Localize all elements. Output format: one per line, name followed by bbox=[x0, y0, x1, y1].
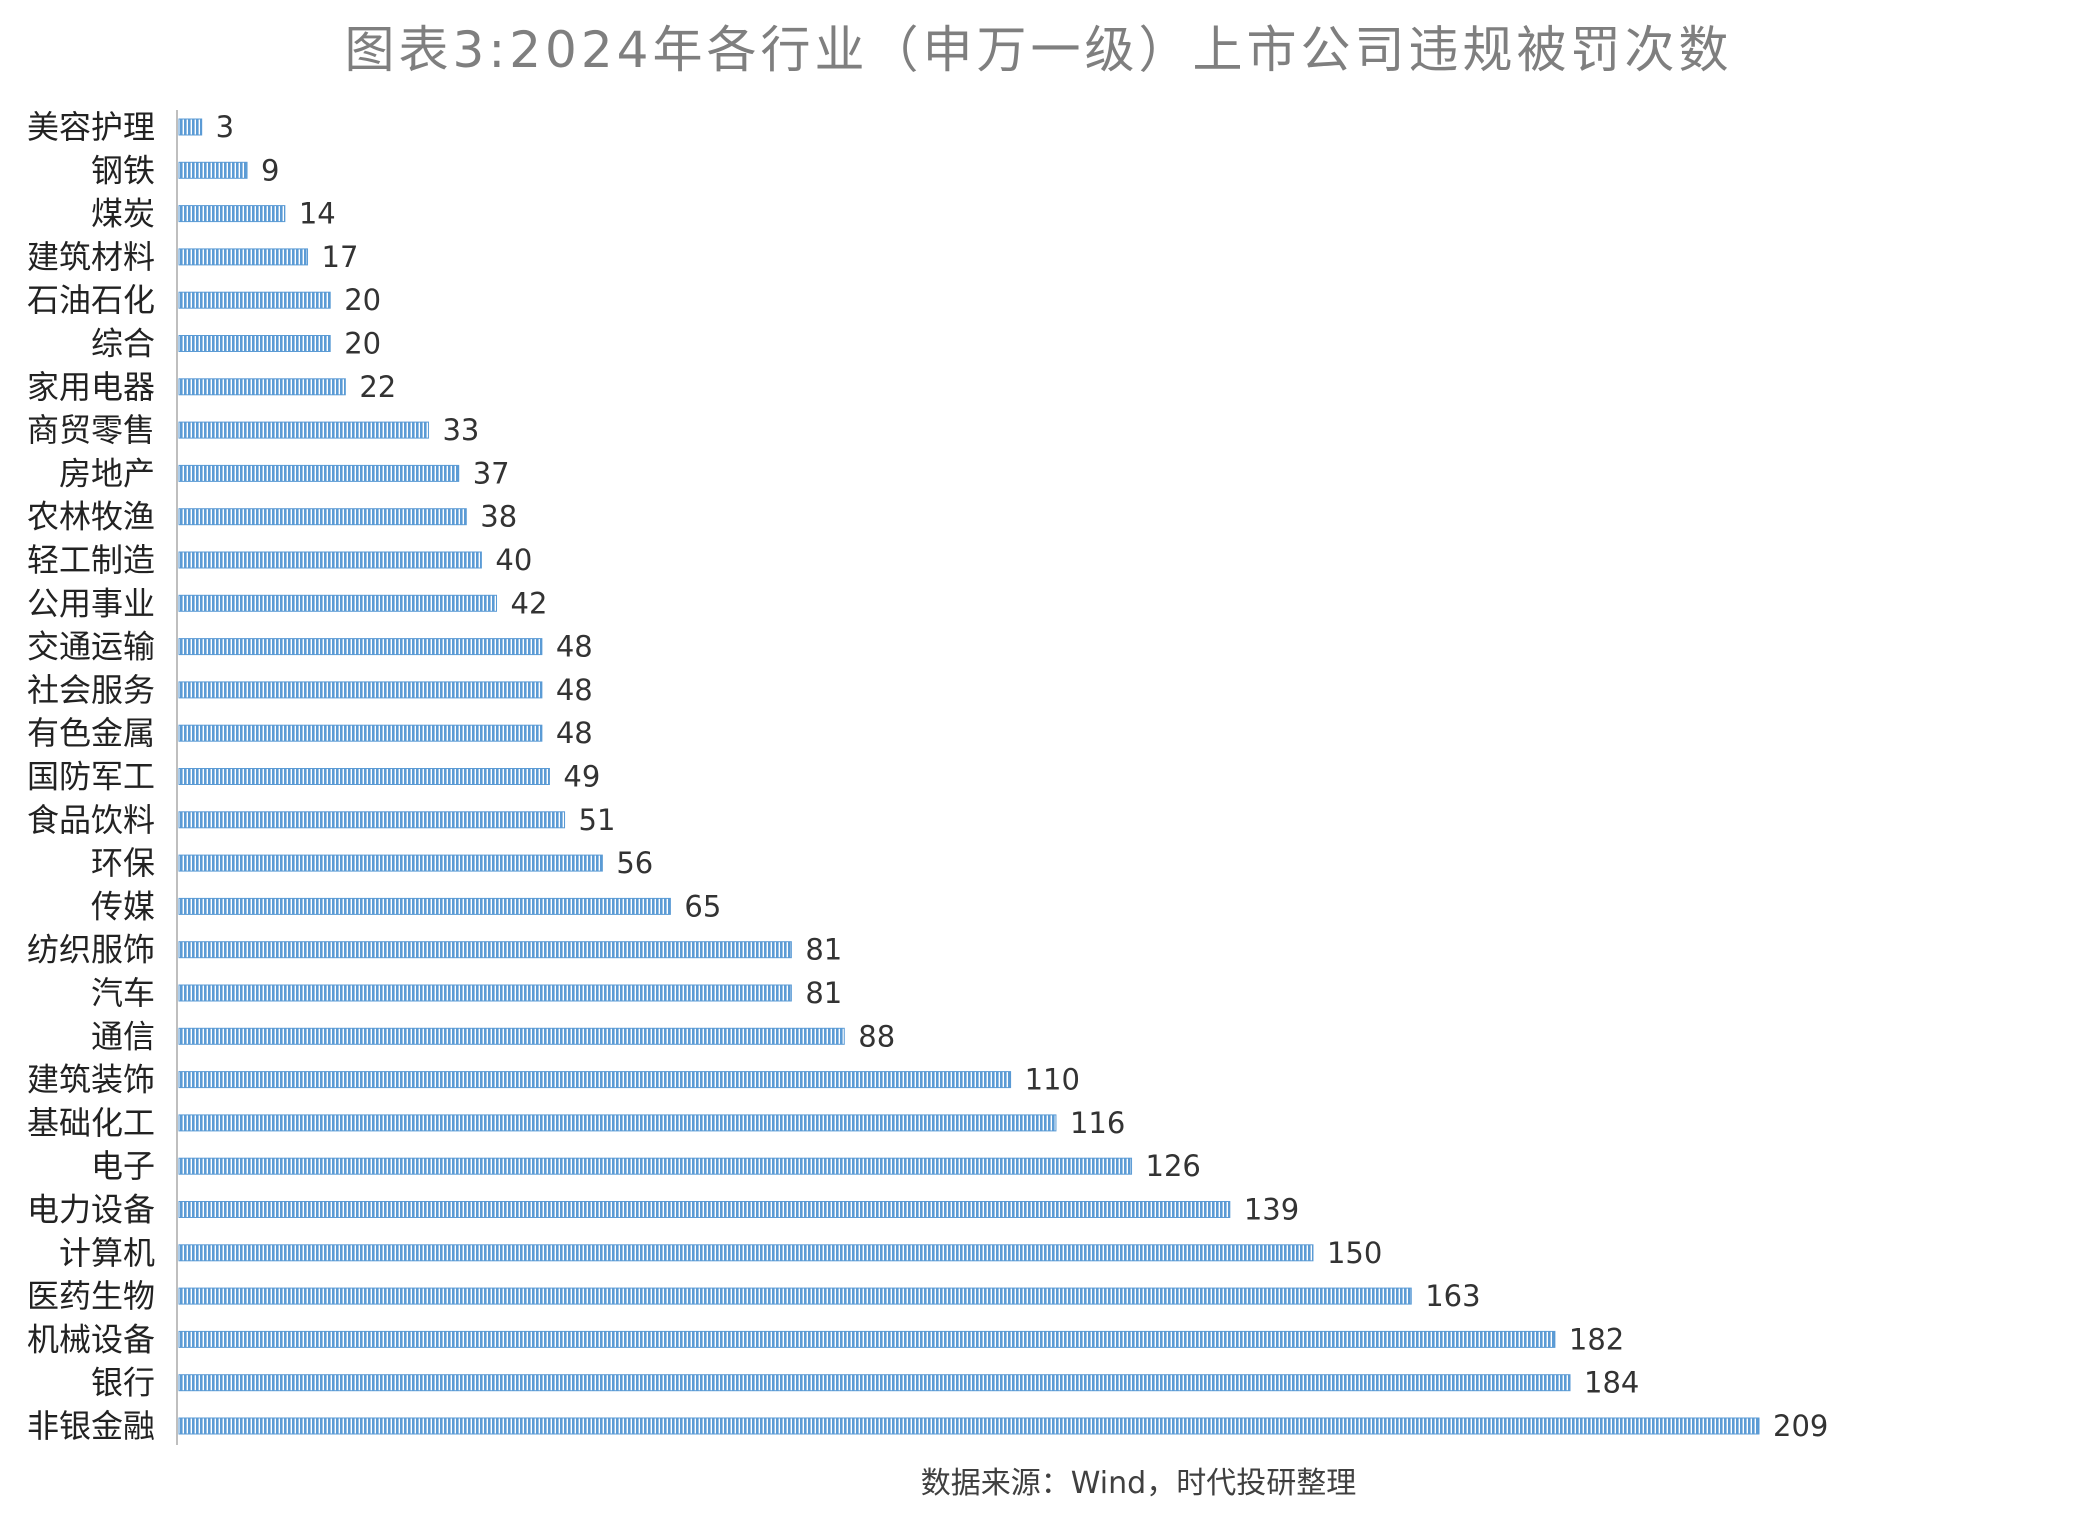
category-label: 电子 bbox=[91, 1147, 155, 1185]
value-label: 81 bbox=[805, 976, 842, 1010]
bar bbox=[178, 724, 543, 742]
bar bbox=[178, 335, 331, 352]
bar bbox=[178, 508, 467, 526]
bar bbox=[178, 638, 543, 656]
category-label: 家用电器 bbox=[27, 368, 155, 406]
category-label: 美容护理 bbox=[27, 108, 155, 146]
category-label: 银行 bbox=[91, 1364, 155, 1402]
category-label: 轻工制造 bbox=[27, 541, 155, 579]
category-label: 纺织服饰 bbox=[27, 931, 155, 969]
value-label: 14 bbox=[299, 197, 336, 231]
value-label: 88 bbox=[858, 1019, 895, 1053]
value-label: 48 bbox=[556, 673, 593, 707]
bar bbox=[178, 248, 309, 266]
category-label: 社会服务 bbox=[27, 671, 155, 709]
bar bbox=[178, 854, 603, 872]
value-label: 22 bbox=[359, 370, 396, 404]
value-label: 49 bbox=[563, 760, 600, 794]
value-label: 139 bbox=[1244, 1193, 1299, 1227]
bar bbox=[178, 464, 460, 482]
category-label: 国防军工 bbox=[27, 758, 155, 796]
bar bbox=[178, 1157, 1133, 1175]
bar bbox=[178, 1244, 1314, 1262]
bar bbox=[178, 1201, 1231, 1218]
bar bbox=[178, 1114, 1057, 1132]
value-label: 48 bbox=[556, 716, 593, 750]
category-label: 机械设备 bbox=[27, 1320, 155, 1358]
value-label: 3 bbox=[216, 110, 234, 144]
category-label: 传媒 bbox=[91, 887, 155, 925]
value-label: 126 bbox=[1146, 1149, 1201, 1183]
value-label: 20 bbox=[344, 327, 381, 361]
value-label: 110 bbox=[1025, 1063, 1080, 1097]
category-label: 农林牧渔 bbox=[27, 498, 155, 536]
value-label: 33 bbox=[442, 413, 479, 447]
bar bbox=[178, 421, 429, 439]
value-label: 163 bbox=[1425, 1279, 1480, 1313]
bar bbox=[178, 1330, 1556, 1348]
bar bbox=[178, 1071, 1012, 1089]
value-label: 182 bbox=[1569, 1322, 1624, 1356]
bar bbox=[178, 291, 331, 309]
bar bbox=[178, 378, 346, 396]
category-label: 煤炭 bbox=[91, 195, 155, 233]
value-label: 38 bbox=[480, 500, 517, 534]
bar bbox=[178, 768, 550, 785]
value-label: 20 bbox=[344, 283, 381, 317]
bar bbox=[178, 161, 248, 179]
category-label: 建筑装饰 bbox=[27, 1061, 155, 1099]
bar bbox=[178, 681, 543, 699]
value-label: 42 bbox=[511, 586, 548, 620]
value-label: 48 bbox=[556, 630, 593, 664]
value-label: 56 bbox=[616, 846, 653, 880]
value-label: 9 bbox=[261, 153, 279, 187]
value-label: 209 bbox=[1773, 1409, 1828, 1443]
bar bbox=[178, 1417, 1760, 1435]
category-label: 计算机 bbox=[59, 1234, 155, 1272]
category-label: 环保 bbox=[91, 844, 155, 882]
category-label: 交通运输 bbox=[27, 628, 155, 666]
category-label: 公用事业 bbox=[27, 584, 155, 622]
value-label: 17 bbox=[322, 240, 359, 274]
chart-title: 图表3:2024年各行业（申万一级）上市公司违规被罚次数 bbox=[344, 21, 1733, 79]
bar bbox=[178, 1027, 845, 1045]
category-label: 食品饮料 bbox=[27, 801, 155, 839]
source-note: 数据来源：Wind，时代投研整理 bbox=[920, 1466, 1357, 1501]
bar bbox=[178, 594, 498, 612]
bar bbox=[178, 118, 203, 136]
category-label: 非银金融 bbox=[27, 1407, 155, 1445]
bar bbox=[178, 984, 792, 1002]
value-label: 40 bbox=[495, 543, 532, 577]
category-label: 基础化工 bbox=[27, 1104, 155, 1142]
bar bbox=[178, 1287, 1412, 1305]
value-label: 150 bbox=[1327, 1236, 1382, 1270]
category-label: 房地产 bbox=[59, 454, 155, 492]
value-label: 116 bbox=[1070, 1106, 1125, 1140]
bar bbox=[178, 1374, 1571, 1392]
category-label: 通信 bbox=[91, 1017, 155, 1055]
value-label: 37 bbox=[473, 456, 510, 490]
value-label: 51 bbox=[579, 803, 616, 837]
category-label: 有色金属 bbox=[27, 714, 155, 752]
category-label: 钢铁 bbox=[91, 151, 155, 189]
category-label: 商贸零售 bbox=[27, 411, 155, 449]
value-label: 184 bbox=[1584, 1366, 1639, 1400]
category-label: 医药生物 bbox=[27, 1277, 155, 1315]
value-label: 65 bbox=[684, 889, 721, 923]
value-label: 81 bbox=[805, 933, 842, 967]
category-label: 汽车 bbox=[91, 974, 155, 1012]
bar bbox=[178, 205, 286, 223]
bar bbox=[178, 897, 671, 915]
category-label: 石油石化 bbox=[27, 281, 155, 319]
category-label: 建筑材料 bbox=[27, 238, 155, 276]
bar bbox=[178, 941, 792, 959]
category-label: 综合 bbox=[91, 325, 155, 363]
bar bbox=[178, 551, 482, 569]
bar bbox=[178, 811, 566, 829]
category-label: 电力设备 bbox=[27, 1191, 155, 1229]
